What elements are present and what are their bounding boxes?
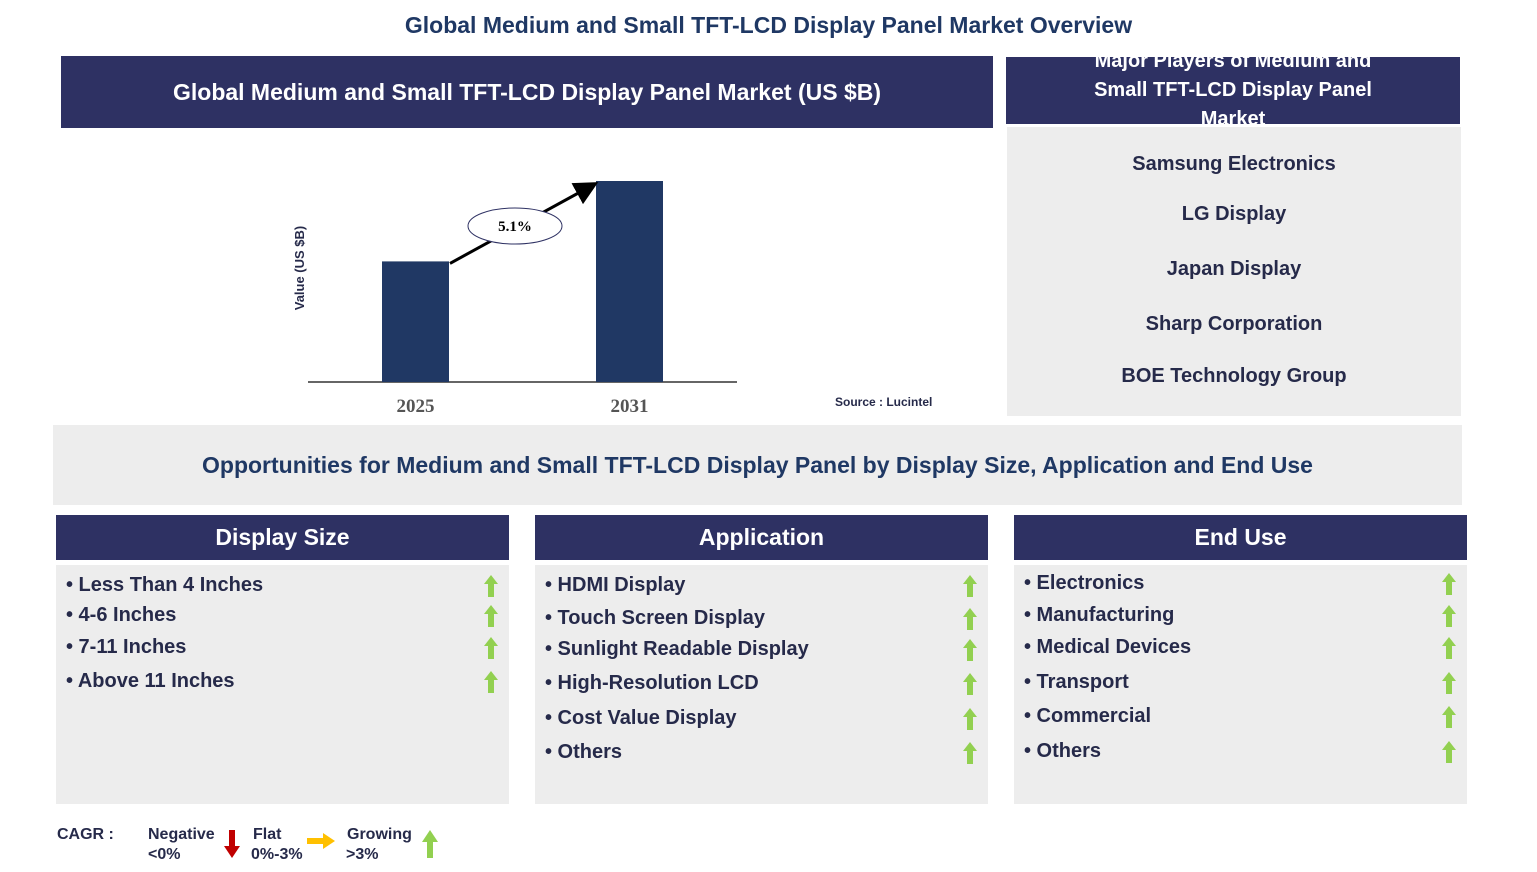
growing-arrow-icon xyxy=(484,575,498,597)
legend-growing-range: >3% xyxy=(346,846,379,863)
page-title: Global Medium and Small TFT-LCD Display … xyxy=(404,12,1133,38)
growing-arrow-icon xyxy=(963,708,977,730)
segment-item: • Transport xyxy=(1024,671,1129,693)
growing-arrow-icon xyxy=(963,742,977,764)
segment-panel xyxy=(56,565,509,804)
player-item: Samsung Electronics xyxy=(1132,153,1336,175)
segment-item: • Medical Devices xyxy=(1024,636,1192,658)
growing-arrow-icon xyxy=(484,605,498,627)
growing-arrow-icon xyxy=(1442,672,1456,694)
segment-item: • Others xyxy=(1024,740,1102,762)
segment-item: • Electronics xyxy=(1024,572,1145,594)
segment-item: • Manufacturing xyxy=(1024,604,1175,626)
growing-arrow-icon xyxy=(963,575,977,597)
player-item: Japan Display xyxy=(1166,258,1302,280)
segment-item: • Others xyxy=(545,741,623,763)
segment-item: • Cost Value Display xyxy=(545,707,737,729)
growing-arrow-icon xyxy=(1442,637,1456,659)
player-item: BOE Technology Group xyxy=(1121,365,1347,387)
x-tick-label: 2025 xyxy=(397,396,435,417)
legend-negative-range: <0% xyxy=(148,846,181,863)
x-tick-label: 2031 xyxy=(611,396,649,417)
player-item: LG Display xyxy=(1181,203,1287,225)
bar-2031 xyxy=(596,181,663,382)
legend-label: CAGR : xyxy=(57,826,114,843)
chart-panel-header: Global Medium and Small TFT-LCD Display … xyxy=(61,56,993,128)
segment-header: Display Size xyxy=(56,515,509,560)
opportunities-header: Opportunities for Medium and Small TFT-L… xyxy=(53,425,1462,505)
segment-header: Application xyxy=(535,515,988,560)
growing-arrow-icon xyxy=(484,671,498,693)
segment-item: • Touch Screen Display xyxy=(545,607,766,629)
segment-item: • High-Resolution LCD xyxy=(545,672,759,694)
right-arrow-icon xyxy=(307,833,335,849)
segment-panel xyxy=(535,565,988,804)
down-arrow-icon xyxy=(224,830,240,858)
segment-header: End Use xyxy=(1014,515,1467,560)
legend-growing: Growing xyxy=(347,826,412,843)
segment-item: • HDMI Display xyxy=(545,574,686,596)
players-header: Major Players of Medium and Small TFT-LC… xyxy=(1006,50,1460,130)
growing-arrow-icon xyxy=(1442,573,1456,595)
source-label: Source : Lucintel xyxy=(835,395,933,409)
growing-arrow-icon xyxy=(963,673,977,695)
segment-item: • Above 11 Inches xyxy=(66,670,235,692)
legend-negative: Negative xyxy=(148,826,215,843)
bar-chart: Value (US $B) 2025 2031 5.1% xyxy=(292,181,737,417)
segment-panel xyxy=(1014,565,1467,804)
player-item: Sharp Corporation xyxy=(1145,313,1323,335)
legend-flat: Flat xyxy=(253,826,282,843)
segment-item: • 4-6 Inches xyxy=(66,604,177,626)
segment-item: • Commercial xyxy=(1024,705,1152,727)
cagr-label: 5.1% xyxy=(498,219,532,235)
bar-2025 xyxy=(382,261,449,382)
growing-arrow-icon xyxy=(963,608,977,630)
cagr-bubble xyxy=(467,207,563,245)
growing-arrow-icon xyxy=(963,639,977,661)
y-axis-label: Value (US $B) xyxy=(292,226,307,311)
segment-item: • 7-11 Inches xyxy=(66,636,187,658)
growing-arrow-icon xyxy=(1442,741,1456,763)
up-arrow-icon xyxy=(422,830,438,858)
growing-arrow-icon xyxy=(1442,706,1456,728)
growing-arrow-icon xyxy=(484,637,498,659)
growing-arrow-icon xyxy=(1442,605,1456,627)
legend-flat-range: 0%-3% xyxy=(251,846,303,863)
players-panel: Samsung Electronics LG Display Japan Dis… xyxy=(1007,127,1461,416)
segment-item: • Less Than 4 Inches xyxy=(66,574,264,596)
segment-item: • Sunlight Readable Display xyxy=(545,638,809,660)
